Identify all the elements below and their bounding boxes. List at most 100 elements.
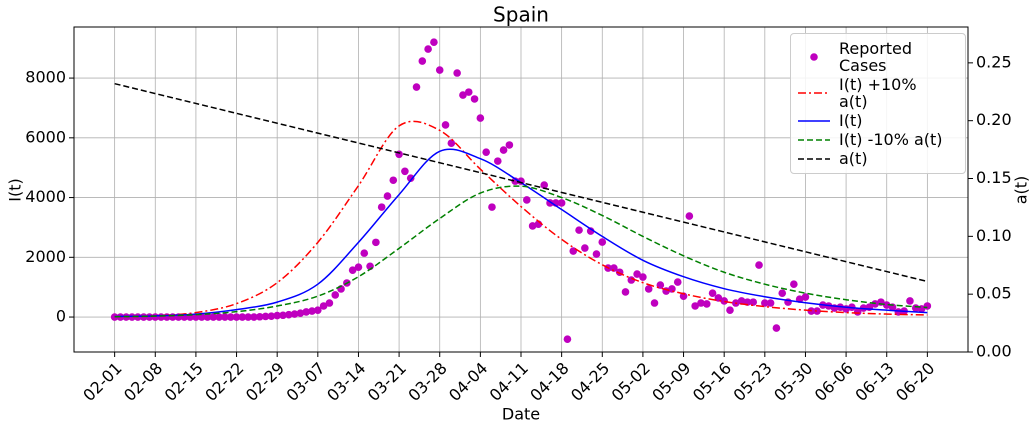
data-point (250, 313, 258, 321)
data-point (447, 139, 456, 147)
data-point (255, 312, 264, 321)
data-point (401, 167, 409, 176)
data-line (114, 82, 928, 283)
legend-swatch (798, 157, 830, 160)
legend: Reported Cases I(t) +10% a(t) I(t) I(t) -10… (790, 33, 966, 174)
y-axis-label: I(t) (6, 178, 25, 201)
data-point (453, 69, 461, 77)
data-point (377, 203, 386, 211)
data-point (801, 293, 810, 301)
x-tick-label: 02-29 (242, 359, 288, 405)
data-point (418, 57, 427, 65)
legend-label: a(t) (839, 149, 868, 168)
data-point (459, 91, 467, 99)
y2-tick-label: 0.10 (976, 226, 1012, 245)
data-point (360, 249, 369, 257)
data-point (331, 291, 340, 299)
data-point (563, 335, 572, 343)
legend-entry: I(t) (791, 112, 965, 129)
x-tick-label: 02-08 (120, 359, 166, 405)
data-point (790, 280, 798, 288)
data-point (221, 313, 229, 321)
data-point (226, 313, 235, 321)
data-point (302, 308, 311, 316)
data-point (650, 299, 659, 307)
data-point (702, 300, 711, 308)
data-point (314, 306, 322, 314)
data-point (470, 95, 479, 103)
data-point (766, 299, 775, 307)
data-point (586, 227, 595, 235)
x-tick-label: 05-23 (730, 359, 776, 405)
data-point (720, 297, 728, 305)
y-tick-label: 0 (56, 307, 66, 326)
data-point (279, 311, 287, 320)
x-tick-label: 05-30 (770, 359, 816, 405)
data-point (673, 278, 682, 286)
data-point (261, 312, 270, 321)
y-tick-label: 2000 (25, 247, 66, 266)
x-tick-label: 05-09 (648, 359, 694, 405)
x-tick-label: 04-04 (445, 359, 491, 405)
data-point (215, 313, 223, 321)
x-axis-label: Date (502, 405, 540, 424)
data-point (575, 226, 583, 234)
legend-entry: Reported Cases (791, 40, 965, 74)
data-point (639, 273, 647, 281)
data-point (644, 285, 653, 293)
data-point (633, 270, 641, 278)
data-point (290, 310, 299, 318)
data-point (528, 222, 537, 230)
data-point (697, 299, 705, 307)
data-point (726, 306, 734, 314)
data-point (273, 311, 281, 320)
data-point (813, 307, 821, 315)
y-tick-label: 6000 (25, 127, 66, 146)
data-line (114, 185, 928, 318)
x-tick-label: 02-22 (201, 359, 247, 405)
data-point (627, 276, 636, 284)
x-tick-label: 03-07 (283, 359, 329, 405)
data-point (319, 302, 328, 310)
data-point (464, 88, 473, 96)
data-point (499, 146, 508, 154)
data-point (267, 312, 276, 320)
legend-swatch (798, 119, 830, 122)
data-point (749, 298, 758, 306)
x-tick-label: 02-01 (79, 359, 125, 405)
x-tick-label: 02-15 (161, 359, 207, 405)
data-point (476, 114, 485, 122)
legend-label: I(t) (839, 111, 863, 130)
data-point (505, 141, 514, 149)
data-point (761, 299, 769, 307)
x-tick-label: 04-25 (567, 359, 613, 405)
data-point (882, 301, 891, 309)
data-point (296, 309, 305, 317)
data-point (348, 266, 357, 274)
x-tick-label: 05-16 (689, 359, 735, 405)
data-point (708, 289, 717, 297)
legend-label: I(t) +10% a(t) (839, 75, 917, 111)
data-point (488, 203, 496, 211)
data-point (244, 313, 252, 321)
data-point (592, 250, 601, 258)
y2-tick-label: 0.15 (976, 168, 1012, 187)
data-point (668, 285, 676, 293)
data-line (114, 120, 928, 318)
data-point (110, 313, 119, 321)
x-tick-label: 05-02 (608, 359, 654, 405)
data-point (435, 66, 444, 74)
data-point (325, 299, 334, 307)
data-point (145, 313, 154, 321)
data-point (772, 324, 781, 332)
x-tick-label: 06-13 (851, 359, 897, 405)
data-point (737, 297, 746, 305)
data-point (598, 238, 607, 246)
data-point (424, 45, 432, 53)
data-point (482, 148, 490, 156)
x-tick-label: 06-20 (892, 359, 938, 405)
data-point (284, 310, 293, 319)
data-point (621, 288, 630, 296)
